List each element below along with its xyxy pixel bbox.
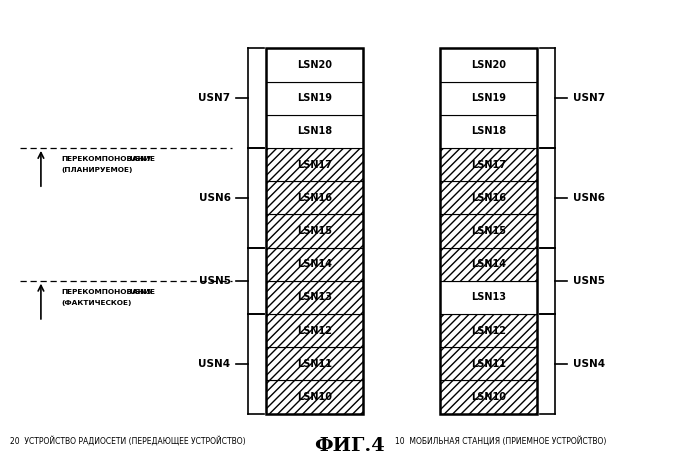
Text: LSN10: LSN10 [297, 392, 332, 402]
Text: LSN18: LSN18 [297, 127, 333, 136]
Text: USN6: USN6 [199, 193, 231, 203]
Bar [266, 314, 363, 347]
Text: USN4: USN4 [572, 359, 605, 369]
Text: LSN14: LSN14 [297, 259, 332, 269]
Text: ПЕРЕКОМПОНОВАНИЕ: ПЕРЕКОМПОНОВАНИЕ [62, 289, 156, 295]
Bar [266, 148, 363, 181]
Bar [440, 380, 537, 413]
Text: LSN11: LSN11 [470, 359, 505, 369]
Text: USN7: USN7 [199, 93, 231, 103]
Bar [440, 314, 537, 347]
Text: LSN19: LSN19 [297, 93, 332, 103]
Bar [440, 380, 537, 413]
Bar [440, 314, 537, 347]
Text: LSN14: LSN14 [470, 259, 505, 269]
Bar [440, 214, 537, 248]
Text: LSN19: LSN19 [470, 93, 505, 103]
Text: ПЕРЕКОМПОНОВАНИЕ: ПЕРЕКОМПОНОВАНИЕ [62, 157, 156, 163]
Text: USN5: USN5 [130, 289, 152, 295]
Bar [266, 347, 363, 380]
Bar [266, 49, 363, 413]
Bar [266, 214, 363, 248]
Bar [266, 248, 363, 281]
Bar [266, 281, 363, 314]
Bar [266, 380, 363, 413]
Bar [266, 181, 363, 214]
Text: USN5: USN5 [199, 276, 231, 286]
Text: LSN13: LSN13 [470, 292, 505, 303]
Text: USN7: USN7 [130, 157, 152, 163]
Bar [440, 82, 537, 115]
Bar [440, 281, 537, 314]
Text: LSN18: LSN18 [470, 127, 506, 136]
Bar [266, 115, 363, 148]
Bar [440, 181, 537, 214]
Bar [440, 49, 537, 82]
Bar [266, 347, 363, 380]
Text: LSN12: LSN12 [297, 326, 332, 335]
Bar [266, 314, 363, 347]
Text: USN5: USN5 [572, 276, 605, 286]
Bar [440, 148, 537, 181]
Bar [440, 347, 537, 380]
Bar [266, 281, 363, 314]
Text: 10  МОБИЛЬНАЯ СТАНЦИЯ (ПРИЕМНОЕ УСТРОЙСТВО): 10 МОБИЛЬНАЯ СТАНЦИЯ (ПРИЕМНОЕ УСТРОЙСТВ… [394, 436, 606, 446]
Text: 20  УСТРОЙСТВО РАДИОСЕТИ (ПЕРЕДАЮЩЕЕ УСТРОЙСТВО): 20 УСТРОЙСТВО РАДИОСЕТИ (ПЕРЕДАЮЩЕЕ УСТР… [10, 436, 245, 446]
Bar [266, 148, 363, 181]
Text: LSN15: LSN15 [297, 226, 332, 236]
Bar [440, 115, 537, 148]
Text: USN6: USN6 [572, 193, 605, 203]
Text: LSN20: LSN20 [297, 60, 332, 70]
Bar [266, 380, 363, 413]
Text: (ФАКТИЧЕСКОЕ): (ФАКТИЧЕСКОЕ) [62, 300, 132, 306]
Bar [266, 82, 363, 115]
Bar [440, 248, 537, 281]
Bar [266, 181, 363, 214]
Text: LSN11: LSN11 [297, 359, 332, 369]
Bar [266, 49, 363, 82]
Bar [440, 49, 537, 413]
Text: LSN16: LSN16 [297, 193, 332, 203]
Text: LSN20: LSN20 [470, 60, 505, 70]
Text: LSN17: LSN17 [470, 159, 505, 170]
Text: (ПЛАНИРУЕМОЕ): (ПЛАНИРУЕМОЕ) [62, 167, 133, 173]
Bar [440, 181, 537, 214]
Text: LSN15: LSN15 [470, 226, 505, 236]
Bar [440, 214, 537, 248]
Bar [266, 214, 363, 248]
Text: LSN10: LSN10 [470, 392, 505, 402]
Text: LSN16: LSN16 [470, 193, 505, 203]
Text: ФИГ.4: ФИГ.4 [314, 437, 385, 455]
Bar [440, 347, 537, 380]
Text: USN7: USN7 [572, 93, 605, 103]
Bar [440, 248, 537, 281]
Text: LSN17: LSN17 [297, 159, 332, 170]
Bar [440, 148, 537, 181]
Bar [266, 248, 363, 281]
Text: LSN13: LSN13 [297, 292, 332, 303]
Text: LSN12: LSN12 [470, 326, 505, 335]
Text: USN4: USN4 [199, 359, 231, 369]
